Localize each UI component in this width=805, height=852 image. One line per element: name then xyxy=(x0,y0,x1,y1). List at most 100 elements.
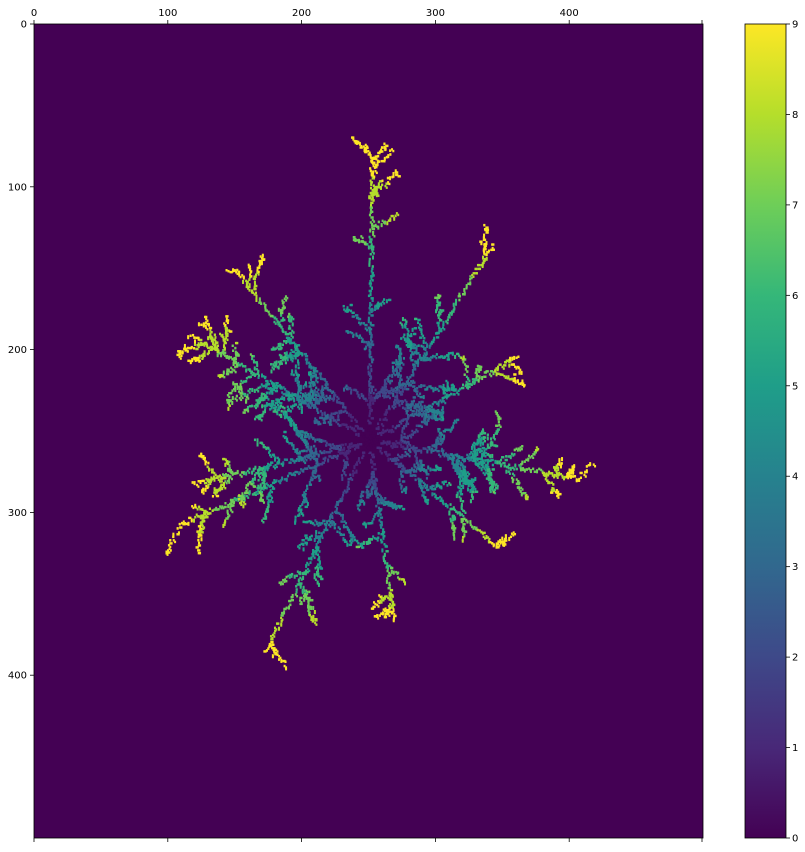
cluster-cell xyxy=(525,468,528,471)
cluster-cell xyxy=(283,416,286,420)
cluster-cell xyxy=(345,308,348,311)
cluster-cell xyxy=(385,612,388,616)
cluster-cell xyxy=(338,531,341,534)
cluster-cell xyxy=(417,318,420,322)
cluster-cell xyxy=(420,461,423,464)
cluster-cell xyxy=(489,482,492,485)
cluster-cell xyxy=(530,454,533,458)
cluster-cell xyxy=(243,496,246,499)
cluster-cell xyxy=(401,393,404,396)
cluster-cell xyxy=(495,487,498,490)
cluster-cell xyxy=(486,433,489,436)
cluster-cell xyxy=(377,155,380,158)
cluster-cell xyxy=(377,514,380,517)
cluster-cell xyxy=(454,354,457,358)
cluster-cell xyxy=(382,431,385,434)
cluster-cell xyxy=(423,413,426,416)
cluster-cell xyxy=(402,470,405,473)
cluster-cell xyxy=(300,512,303,515)
cluster-cell xyxy=(461,519,464,523)
cluster-cell xyxy=(398,175,401,178)
cluster-cell xyxy=(401,470,404,473)
cluster-cell xyxy=(343,389,346,392)
cluster-cell xyxy=(311,553,314,556)
cluster-cell xyxy=(519,449,522,452)
cluster-cell xyxy=(400,399,403,403)
cluster-cell xyxy=(398,478,401,481)
cluster-cell xyxy=(496,424,499,427)
cluster-cell xyxy=(497,418,500,421)
cluster-cell xyxy=(423,419,426,422)
cluster-cell xyxy=(393,402,396,405)
cluster-cell xyxy=(417,405,420,409)
cluster-cell xyxy=(518,464,521,467)
cluster-cell xyxy=(349,331,352,334)
cluster-cell xyxy=(383,595,386,599)
cluster-cell xyxy=(343,308,346,311)
cluster-cell xyxy=(308,480,311,484)
cluster-cell xyxy=(305,541,308,545)
cluster-cell xyxy=(428,404,431,408)
cluster-cell xyxy=(521,462,524,465)
cluster-cell xyxy=(477,441,480,445)
cluster-cell xyxy=(394,369,397,372)
cluster-cell xyxy=(416,390,419,393)
cluster-cell xyxy=(380,523,383,527)
cluster-cell xyxy=(385,450,388,454)
cluster-cell xyxy=(397,213,400,217)
cluster-cell xyxy=(460,463,463,467)
cluster-cell xyxy=(449,517,452,521)
cluster-cell xyxy=(315,565,318,569)
cluster-cell xyxy=(384,503,387,506)
cluster-cell xyxy=(405,320,408,323)
cluster-cell xyxy=(438,326,441,330)
cluster-cell xyxy=(368,449,371,452)
cluster-cell xyxy=(425,411,428,414)
cluster-cell xyxy=(434,386,437,390)
cluster-cell xyxy=(345,540,348,543)
cluster-cell xyxy=(427,488,430,492)
cluster-cell xyxy=(425,358,428,362)
cluster-cell xyxy=(405,447,408,451)
cluster-cell xyxy=(410,467,413,470)
cluster-cell xyxy=(382,424,385,428)
cluster-cell xyxy=(315,520,318,524)
cluster-cell xyxy=(464,479,467,482)
cluster-cell xyxy=(483,449,486,452)
cluster-cell xyxy=(461,540,464,543)
cluster-cell xyxy=(367,493,370,497)
cluster-cell xyxy=(470,458,473,462)
cluster-cell xyxy=(396,445,399,448)
cluster-cell xyxy=(351,136,354,139)
cluster-cell xyxy=(452,506,455,509)
cluster-cell xyxy=(315,573,318,576)
cluster-cell xyxy=(407,440,410,444)
cluster-cell xyxy=(345,384,348,388)
cluster-cell xyxy=(298,514,301,517)
cluster-cell xyxy=(450,453,453,457)
cluster-cell xyxy=(471,525,474,529)
cluster-cell xyxy=(399,470,403,473)
cluster-cell xyxy=(519,468,522,472)
cluster-cell xyxy=(310,436,313,439)
cluster-cell xyxy=(374,305,377,309)
cluster-cell xyxy=(479,450,482,454)
cluster-cell xyxy=(469,281,472,284)
cluster-cell xyxy=(381,386,384,389)
cluster-cell xyxy=(224,519,227,522)
cluster-cell xyxy=(422,358,425,362)
cluster-cell xyxy=(367,372,370,376)
cluster-cell xyxy=(375,443,378,446)
cluster-cell xyxy=(359,544,362,548)
cluster-cell xyxy=(387,219,390,222)
cluster-cell xyxy=(413,363,416,366)
cluster-cell xyxy=(405,436,408,440)
cluster-cell xyxy=(371,340,374,343)
cluster-cell xyxy=(393,369,396,372)
cluster-cell xyxy=(355,471,358,474)
cluster-cell xyxy=(341,452,344,455)
cluster-cell xyxy=(554,466,557,469)
cluster-cell xyxy=(385,388,388,392)
cluster-cell xyxy=(452,302,455,306)
cluster-cell xyxy=(420,324,423,328)
